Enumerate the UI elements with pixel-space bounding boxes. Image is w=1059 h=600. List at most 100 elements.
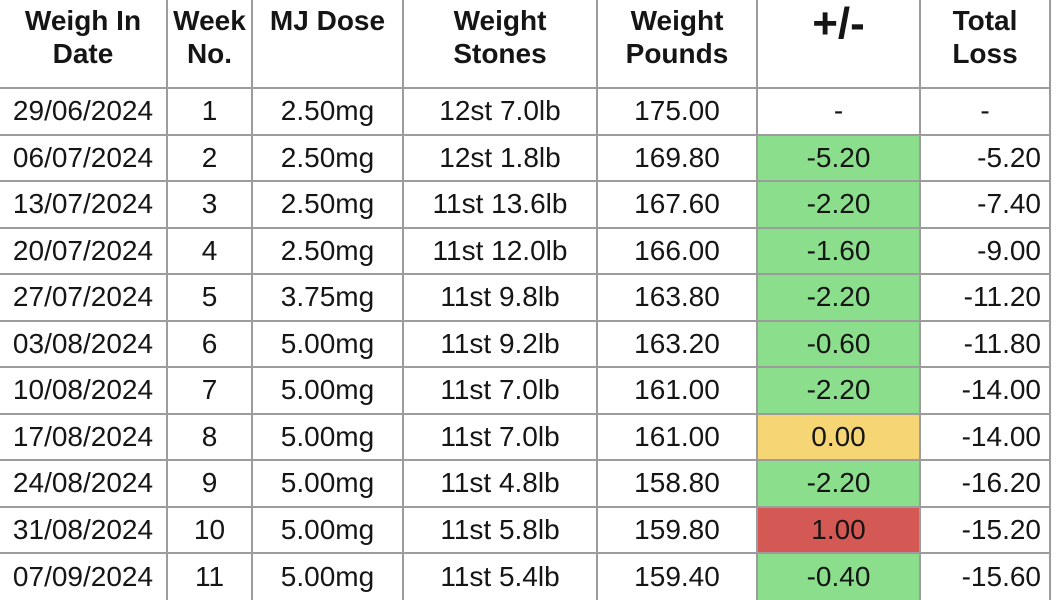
cell-week[interactable]: 1 (166, 87, 253, 136)
cell-dose[interactable]: 5.00mg (251, 552, 404, 600)
cell-stones[interactable]: 11st 13.6lb (402, 180, 598, 229)
table-row: 13/07/2024 3 2.50mg 11st 13.6lb 167.60 -2.20-… (0, 180, 1050, 229)
cell-pounds[interactable]: 163.80 (596, 273, 758, 322)
cell-total[interactable]: -14.00 (919, 412, 1050, 461)
cell-pounds[interactable]: 175.00 (596, 87, 758, 136)
header-line: +/- (812, 0, 865, 48)
cell-stones[interactable]: 11st 12.0lb (402, 226, 598, 275)
cell-week[interactable]: 3 (166, 180, 253, 229)
cell-week[interactable]: 6 (166, 319, 253, 368)
cell-total[interactable]: -5.20 (919, 133, 1050, 182)
cell-dose[interactable]: 5.00mg (251, 366, 404, 415)
cell-pounds[interactable]: 167.60 (596, 180, 758, 229)
cell-pounds[interactable]: 159.80 (596, 505, 758, 554)
cell-change[interactable]: -1.60 (756, 226, 921, 275)
cell-date[interactable]: 13/07/2024 (0, 180, 168, 229)
cell-pounds[interactable]: 166.00 (596, 226, 758, 275)
cell-stones[interactable]: 11st 4.8lb (402, 459, 598, 508)
cell-dose[interactable]: 5.00mg (251, 505, 404, 554)
header-stones[interactable]: Weight Stones (402, 0, 598, 89)
cell-date[interactable]: 27/07/2024 (0, 273, 168, 322)
cell-change[interactable]: 0.00 (756, 412, 921, 461)
cell-stones[interactable]: 11st 7.0lb (402, 412, 598, 461)
cell-stones[interactable]: 11st 9.2lb (402, 319, 598, 368)
cell-date[interactable]: 07/09/2024 (0, 552, 168, 600)
cell-stones[interactable]: 11st 5.8lb (402, 505, 598, 554)
header-row: Weigh In Date Week No. MJ Dose Weight Stones We… (0, 0, 1050, 89)
cell-total[interactable]: -11.80 (919, 319, 1050, 368)
cell-date[interactable]: 06/07/2024 (0, 133, 168, 182)
cell-total[interactable]: - (919, 87, 1050, 136)
header-line: No. (186, 38, 233, 69)
cell-change[interactable]: -0.60 (756, 319, 921, 368)
cell-change[interactable]: -2.20 (756, 273, 921, 322)
cell-total[interactable]: -15.60 (919, 552, 1050, 600)
cell-week[interactable]: 9 (166, 459, 253, 508)
table-row: 03/08/2024 6 5.00mg 11st 9.2lb 163.20 -0.60 -1… (0, 319, 1050, 368)
cell-pounds[interactable]: 163.20 (596, 319, 758, 368)
header-line: Pounds (625, 38, 729, 69)
cell-week[interactable]: 2 (166, 133, 253, 182)
table-row: 17/08/2024 8 5.00mg 11st 7.0lb 161.00 0.00 -14… (0, 412, 1050, 461)
cell-total[interactable]: -16.20 (919, 459, 1050, 508)
cell-date[interactable]: 03/08/2024 (0, 319, 168, 368)
cell-week[interactable]: 5 (166, 273, 253, 322)
header-date[interactable]: Weigh In Date (0, 0, 168, 89)
cell-total[interactable]: -7.40 (919, 180, 1050, 229)
cell-pounds[interactable]: 159.40 (596, 552, 758, 600)
cell-change[interactable]: -2.20 (756, 366, 921, 415)
cell-date[interactable]: 29/06/2024 (0, 87, 168, 136)
table-row: 31/08/2024 10 5.00mg 11st 5.8lb 159.80 1.00 -1… (0, 505, 1050, 554)
cell-total[interactable]: -14.00 (919, 366, 1050, 415)
header-pounds[interactable]: Weight Pounds (596, 0, 758, 89)
cell-dose[interactable]: 2.50mg (251, 87, 404, 136)
cell-date[interactable]: 20/07/2024 (0, 226, 168, 275)
cell-date[interactable]: 10/08/2024 (0, 366, 168, 415)
header-total[interactable]: Total Loss (919, 0, 1050, 89)
cell-stones[interactable]: 11st 5.4lb (402, 552, 598, 600)
cell-total[interactable]: -9.00 (919, 226, 1050, 275)
cell-stones[interactable]: 11st 9.8lb (402, 273, 598, 322)
cell-dose[interactable]: 5.00mg (251, 459, 404, 508)
cell-stones[interactable]: 12st 1.8lb (402, 133, 598, 182)
cell-week[interactable]: 10 (166, 505, 253, 554)
cell-pounds[interactable]: 161.00 (596, 412, 758, 461)
cell-change[interactable]: -2.20 (756, 180, 921, 229)
cell-stones[interactable]: 12st 7.0lb (402, 87, 598, 136)
table-body: 29/06/2024 1 2.50mg 12st 7.0lb 175.00- -06/07… (0, 87, 1050, 600)
cell-date[interactable]: 24/08/2024 (0, 459, 168, 508)
cell-change[interactable]: -5.20 (756, 133, 921, 182)
cell-dose[interactable]: 5.00mg (251, 319, 404, 368)
cell-week[interactable]: 8 (166, 412, 253, 461)
cell-dose[interactable]: 5.00mg (251, 412, 404, 461)
cell-dose[interactable]: 2.50mg (251, 180, 404, 229)
cell-total[interactable]: -15.20 (919, 505, 1050, 554)
table-row: 07/09/2024 11 5.00mg 11st 5.4lb 159.40 -0.40-… (0, 552, 1050, 600)
cell-dose[interactable]: 2.50mg (251, 133, 404, 182)
cell-change[interactable]: - (756, 87, 921, 136)
cell-pounds[interactable]: 161.00 (596, 366, 758, 415)
cell-change[interactable]: -2.20 (756, 459, 921, 508)
header-line: Stones (453, 38, 547, 69)
cell-date[interactable]: 31/08/2024 (0, 505, 168, 554)
header-line: Weight (630, 5, 724, 36)
cell-week[interactable]: 11 (166, 552, 253, 600)
header-week[interactable]: Week No. (166, 0, 253, 89)
cell-week[interactable]: 4 (166, 226, 253, 275)
cell-total[interactable]: -11.20 (919, 273, 1050, 322)
header-line: Weigh In (24, 5, 142, 36)
cell-change[interactable]: -0.40 (756, 552, 921, 600)
cell-week[interactable]: 7 (166, 366, 253, 415)
header-change[interactable]: +/- (756, 0, 921, 89)
header-dose[interactable]: MJ Dose (251, 0, 404, 89)
cell-pounds[interactable]: 158.80 (596, 459, 758, 508)
cell-dose[interactable]: 3.75mg (251, 273, 404, 322)
cell-pounds[interactable]: 169.80 (596, 133, 758, 182)
cell-change[interactable]: 1.00 (756, 505, 921, 554)
table-row: 20/07/2024 4 2.50mg 11st 12.0lb 166.00 -1.60-… (0, 226, 1050, 275)
table-row: 27/07/2024 5 3.75mg 11st 9.8lb 163.80 -2.20 -1… (0, 273, 1050, 322)
cell-date[interactable]: 17/08/2024 (0, 412, 168, 461)
cell-dose[interactable]: 2.50mg (251, 226, 404, 275)
cell-stones[interactable]: 11st 7.0lb (402, 366, 598, 415)
